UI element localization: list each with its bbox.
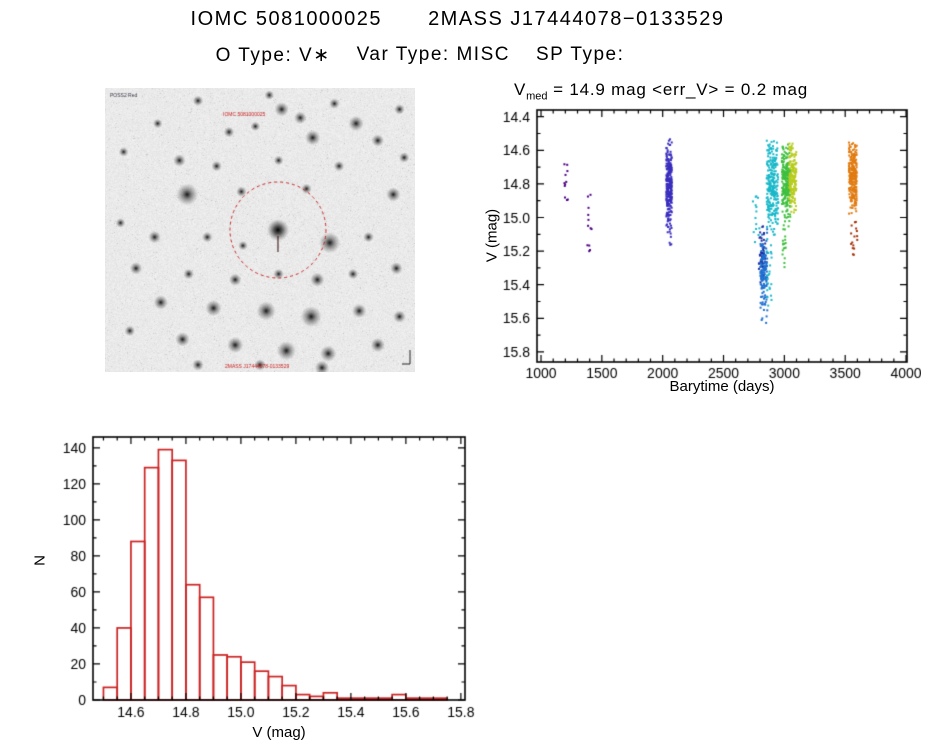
type-summary: O Type: V∗ Var Type: MISC SP Type: — [0, 44, 840, 67]
lightcurve-title-prefix: V — [514, 80, 527, 99]
histogram-x-axis-label: V (mag) — [252, 724, 306, 741]
lightcurve-title-rest: = 14.9 mag <err_V> = 0.2 mag — [547, 80, 808, 99]
histogram-plot — [48, 425, 488, 747]
vartype-label: Var Type: MISC — [356, 44, 510, 65]
iomc-id: IOMC 5081000025 — [190, 8, 383, 30]
histogram-y-axis-label: N — [31, 555, 49, 566]
2mass-id: 2MASS J17444078−0133529 — [428, 8, 725, 30]
lightcurve-x-axis-label: Barytime (days) — [669, 378, 775, 395]
sptype-label: SP Type: — [535, 44, 625, 65]
finder-chart-image — [105, 88, 415, 372]
otype-label: O Type: V∗ — [215, 45, 331, 66]
lightcurve-plot — [497, 96, 921, 396]
page-title: IOMC 5081000025 2MASS J17444078−0133529 — [0, 8, 915, 31]
lightcurve-title: Vmed = 14.9 mag <err_V> = 0.2 mag — [514, 80, 808, 102]
